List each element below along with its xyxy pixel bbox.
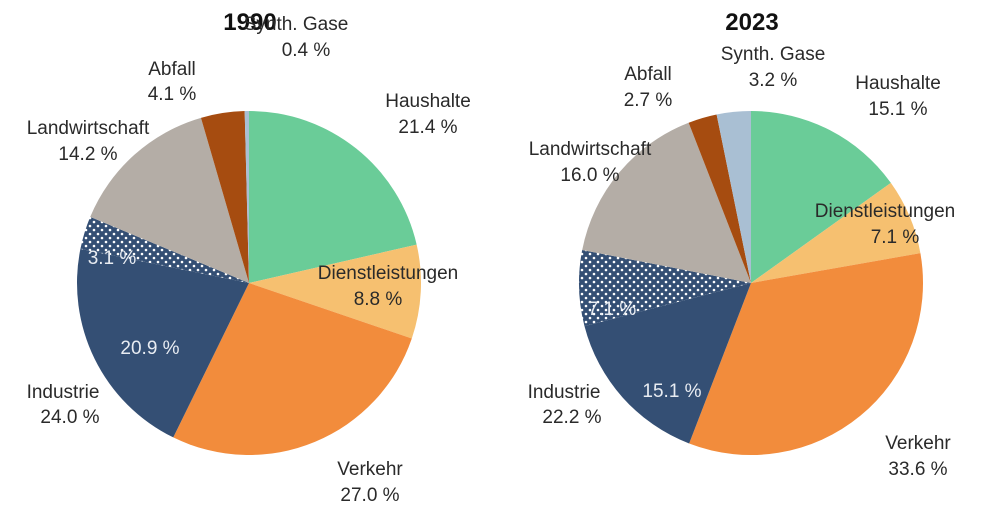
label-synth-gase-2023: Synth. Gase: [721, 44, 826, 65]
slice-haushalte-2023: [751, 110, 891, 283]
value-industrie-2023: 22.2 %: [542, 407, 601, 428]
label-dienstleistungen-2023: Dienstleistungen: [815, 201, 955, 222]
chart-title-1990: 1990: [223, 9, 276, 36]
value-industrie-dotted-1990: 3.1 %: [88, 248, 137, 269]
slice-synth-gase-1990: [244, 110, 249, 283]
value-haushalte-2023: 15.1 %: [868, 99, 927, 120]
value-haushalte-1990: 21.4 %: [398, 117, 457, 138]
slice-haushalte-1990: [249, 111, 417, 283]
slice-verkehr-2023: [689, 253, 924, 456]
slice-landwirtschaft-1990: [90, 117, 249, 283]
value-abfall-1990: 4.1 %: [148, 84, 197, 105]
value-verkehr-1990: 27.0 %: [340, 485, 399, 506]
value-verkehr-2023: 33.6 %: [888, 459, 947, 480]
value-industrie-solid-1990: 20.9 %: [120, 338, 179, 359]
label-industrie-1990: Industrie: [27, 382, 100, 403]
value-synth-gase-1990: 0.4 %: [282, 40, 331, 61]
slice-landwirtschaft-2023: [582, 122, 751, 284]
value-industrie-1990: 24.0 %: [40, 407, 99, 428]
value-synth-gase-2023: 3.2 %: [749, 70, 798, 91]
value-abfall-2023: 2.7 %: [624, 90, 673, 111]
label-industrie-2023: Industrie: [528, 382, 601, 403]
slice-industrie-dotted-2023: [579, 249, 751, 327]
label-landwirtschaft-2023: Landwirtschaft: [529, 139, 652, 160]
label-haushalte-1990: Haushalte: [385, 91, 471, 112]
label-haushalte-2023: Haushalte: [855, 73, 941, 94]
slice-verkehr-1990: [173, 283, 412, 456]
label-verkehr-2023: Verkehr: [885, 433, 951, 454]
value-industrie-dotted-2023: 7.1 %: [588, 299, 637, 320]
slice-dienstleistungen-2023: [751, 182, 921, 283]
slice-synth-gase-2023: [716, 111, 751, 283]
pie-1990: [77, 110, 422, 456]
slice-dienstleistungen-1990: [249, 244, 422, 339]
label-dienstleistungen-1990: Dienstleistungen: [318, 263, 458, 284]
label-synth-gase-1990: Synth. Gase: [244, 14, 349, 35]
pie-2023: [579, 110, 924, 456]
slice-industrie-solid-1990: [77, 248, 249, 438]
slice-abfall-1990: [200, 111, 249, 283]
label-abfall-1990: Abfall: [148, 59, 196, 80]
label-verkehr-1990: Verkehr: [337, 459, 403, 480]
slice-industrie-dotted-1990: [80, 216, 249, 283]
slice-industrie-solid-2023: [584, 283, 751, 444]
chart-title-2023: 2023: [725, 9, 778, 36]
value-landwirtschaft-1990: 14.2 %: [58, 144, 117, 165]
label-abfall-2023: Abfall: [624, 64, 672, 85]
value-dienstleistungen-1990: 8.8 %: [354, 289, 403, 310]
value-industrie-solid-2023: 15.1 %: [642, 381, 701, 402]
label-landwirtschaft-1990: Landwirtschaft: [27, 118, 150, 139]
value-landwirtschaft-2023: 16.0 %: [560, 165, 619, 186]
slice-abfall-2023: [688, 114, 751, 283]
value-dienstleistungen-2023: 7.1 %: [871, 227, 920, 248]
